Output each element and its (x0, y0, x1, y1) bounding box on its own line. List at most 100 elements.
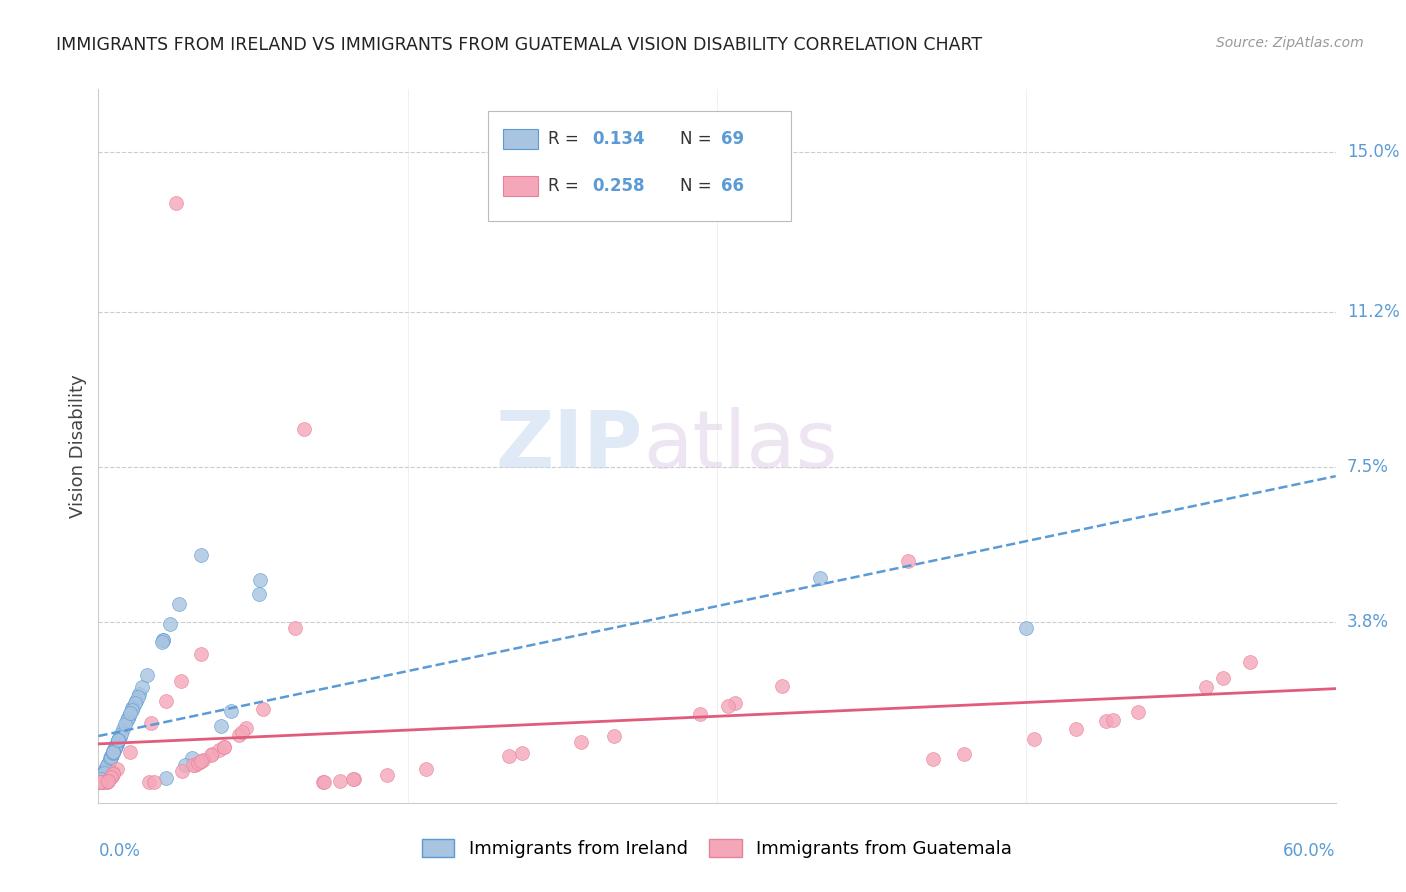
Point (96, 759, 118, 773)
Point (1024, 732, 1046, 747)
Point (152, 633, 174, 648)
Point (121, 703, 143, 717)
Point (170, 674, 193, 689)
Point (114, 717, 136, 731)
Point (100, 748, 122, 763)
Point (104, 739, 127, 754)
Point (896, 554, 918, 568)
Point (167, 598, 190, 612)
Point (136, 668, 159, 682)
Point (252, 702, 274, 716)
Point (97, 773, 120, 788)
Point (1194, 680, 1216, 694)
Point (131, 680, 153, 694)
Text: 66: 66 (721, 177, 744, 194)
Point (93, 764, 115, 778)
Point (120, 706, 142, 720)
Point (689, 707, 711, 722)
Point (329, 774, 352, 789)
Text: 60.0%: 60.0% (1284, 842, 1336, 860)
Point (1126, 705, 1149, 719)
Point (128, 687, 150, 701)
Point (150, 635, 173, 649)
Point (103, 766, 125, 780)
Point (98, 751, 121, 765)
Point (91, 769, 114, 783)
Point (103, 741, 125, 756)
Point (209, 719, 232, 733)
Point (98, 771, 121, 785)
Point (312, 774, 335, 789)
Point (89, 773, 111, 788)
Point (165, 195, 187, 210)
Point (94, 762, 117, 776)
Point (1212, 671, 1234, 685)
Point (183, 757, 205, 772)
Point (191, 753, 214, 767)
Point (96, 757, 118, 772)
Point (724, 697, 747, 711)
Point (311, 774, 333, 789)
Legend: Immigrants from Ireland, Immigrants from Guatemala: Immigrants from Ireland, Immigrants from… (415, 831, 1019, 865)
Point (124, 697, 146, 711)
Point (100, 749, 122, 764)
Point (118, 709, 141, 723)
Point (155, 771, 177, 785)
Point (104, 740, 127, 755)
Point (143, 774, 166, 789)
Point (181, 751, 204, 765)
Text: 11.2%: 11.2% (1347, 302, 1399, 321)
Point (343, 772, 366, 787)
Point (152, 633, 174, 648)
Point (103, 744, 125, 758)
Point (717, 698, 740, 713)
Point (155, 694, 177, 708)
Point (90, 772, 112, 786)
Point (124, 694, 146, 708)
Point (89, 774, 111, 789)
Point (103, 766, 125, 780)
Point (105, 762, 128, 776)
Text: 7.5%: 7.5% (1347, 458, 1389, 476)
Point (121, 701, 143, 715)
Point (170, 764, 193, 779)
Point (1095, 714, 1118, 729)
Point (212, 739, 235, 754)
Text: 69: 69 (721, 130, 744, 148)
Point (118, 745, 141, 759)
Point (510, 747, 533, 761)
Text: R =: R = (547, 130, 583, 148)
Point (190, 549, 212, 563)
Point (105, 737, 128, 751)
Point (101, 745, 124, 759)
Point (97, 774, 120, 789)
Point (1239, 655, 1261, 669)
Point (105, 736, 128, 750)
Point (159, 616, 181, 631)
Point (200, 748, 222, 763)
Point (138, 774, 160, 789)
Point (104, 739, 127, 753)
Text: ZIP: ZIP (495, 407, 643, 485)
Text: 0.0%: 0.0% (98, 842, 141, 860)
Point (107, 733, 129, 747)
Point (770, 679, 793, 693)
Text: atlas: atlas (643, 407, 837, 485)
Point (89, 773, 111, 788)
Point (1015, 621, 1038, 635)
FancyBboxPatch shape (503, 129, 537, 149)
Point (117, 711, 139, 725)
Text: 0.134: 0.134 (592, 130, 645, 148)
Point (107, 733, 129, 747)
Point (127, 690, 149, 704)
Point (89, 774, 111, 789)
Point (231, 725, 253, 739)
Point (228, 728, 250, 742)
Point (90, 774, 112, 789)
Point (90, 772, 112, 787)
Point (122, 700, 145, 714)
Text: R =: R = (547, 177, 583, 194)
Point (187, 756, 209, 770)
Point (190, 647, 212, 661)
Text: N =: N = (681, 177, 717, 194)
